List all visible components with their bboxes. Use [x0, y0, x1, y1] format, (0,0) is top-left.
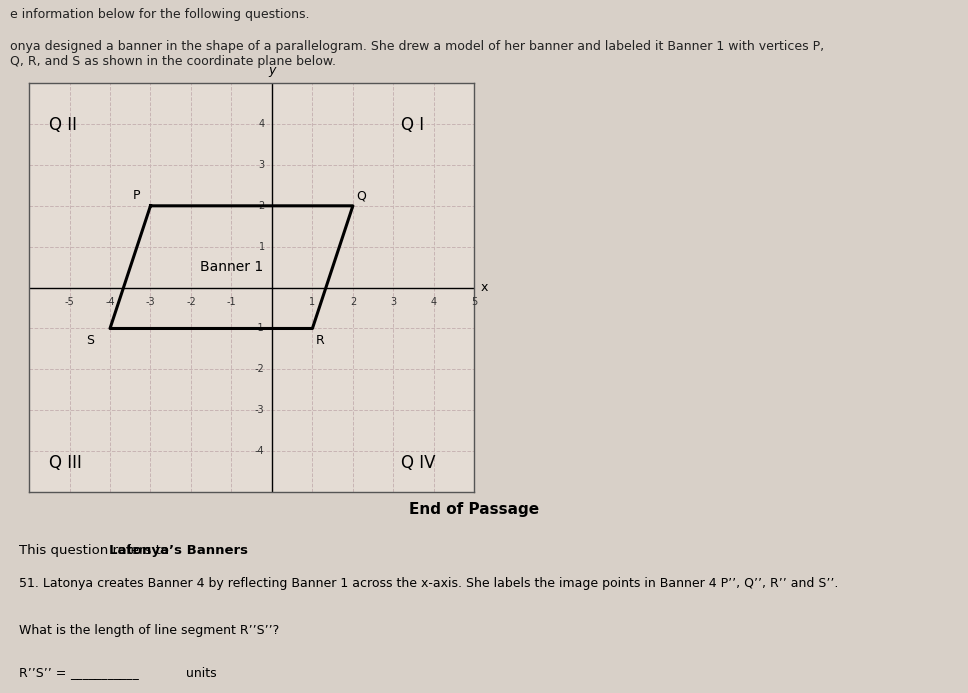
Text: Q: Q [356, 189, 366, 202]
Text: Q III: Q III [49, 454, 82, 471]
Text: Latonya’s Banners: Latonya’s Banners [109, 544, 248, 556]
Text: -3: -3 [145, 297, 155, 306]
Text: 5: 5 [471, 297, 477, 306]
Text: R’’S’’ =: R’’S’’ = [19, 667, 71, 680]
Text: 51. Latonya creates Banner 4 by reflecting Banner 1 across the x-axis. She label: 51. Latonya creates Banner 4 by reflecti… [19, 577, 838, 590]
Text: ___________: ___________ [70, 667, 138, 680]
Text: y: y [268, 64, 276, 77]
Text: x: x [480, 281, 488, 294]
Text: This question refers to: This question refers to [19, 544, 173, 556]
Text: Q II: Q II [49, 116, 77, 134]
Text: -3: -3 [255, 405, 264, 415]
Text: R: R [317, 334, 325, 347]
Text: 3: 3 [390, 297, 397, 306]
Text: 3: 3 [258, 160, 264, 170]
Text: 4: 4 [431, 297, 437, 306]
Text: -5: -5 [65, 297, 75, 306]
Text: e information below for the following questions.: e information below for the following qu… [10, 8, 309, 21]
Text: Q I: Q I [402, 116, 425, 134]
Text: P: P [133, 189, 140, 202]
Text: -1: -1 [255, 324, 264, 333]
Text: 1: 1 [310, 297, 316, 306]
Text: Q IV: Q IV [402, 454, 436, 471]
Text: -2: -2 [255, 365, 264, 374]
Text: -2: -2 [186, 297, 196, 306]
Text: S: S [86, 334, 94, 347]
Text: 2: 2 [258, 201, 264, 211]
Text: End of Passage: End of Passage [409, 502, 539, 517]
Text: -1: -1 [227, 297, 236, 306]
Text: units: units [182, 667, 216, 680]
Text: Banner 1: Banner 1 [199, 260, 263, 274]
Text: 2: 2 [349, 297, 356, 306]
Text: -4: -4 [106, 297, 115, 306]
Text: onya designed a banner in the shape of a parallelogram. She drew a model of her : onya designed a banner in the shape of a… [10, 40, 824, 68]
Text: What is the length of line segment R’’S’’?: What is the length of line segment R’’S’… [19, 624, 279, 637]
Text: 4: 4 [258, 119, 264, 129]
Text: -4: -4 [255, 446, 264, 456]
Text: 1: 1 [258, 242, 264, 252]
